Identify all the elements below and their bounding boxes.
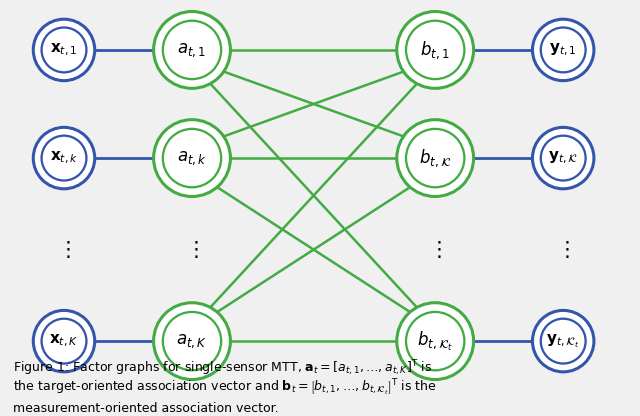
Text: $\vdots$: $\vdots$: [428, 239, 442, 260]
Text: $\mathbf{y}_{t,\mathcal{K}_t}$: $\mathbf{y}_{t,\mathcal{K}_t}$: [547, 332, 580, 350]
Text: $\mathbf{x}_{t,1}$: $\mathbf{x}_{t,1}$: [51, 42, 77, 58]
Ellipse shape: [397, 12, 474, 88]
Ellipse shape: [397, 303, 474, 379]
Text: Figure 1: Factor graphs for single-sensor MTT, $\mathbf{a}_t = \left[a_{t,1},\ld: Figure 1: Factor graphs for single-senso…: [13, 358, 432, 378]
Text: the target-oriented association vector and $\mathbf{b}_t = \left[b_{t,1},\ldots,: the target-oriented association vector a…: [13, 378, 436, 398]
Text: $a_{t,k}$: $a_{t,k}$: [177, 149, 207, 167]
Text: $\vdots$: $\vdots$: [556, 239, 570, 260]
Text: $b_{t,\mathcal{K}}$: $b_{t,\mathcal{K}}$: [419, 147, 451, 169]
Ellipse shape: [33, 19, 95, 81]
Ellipse shape: [154, 12, 230, 88]
Ellipse shape: [33, 127, 95, 189]
Text: $a_{t,K}$: $a_{t,K}$: [177, 332, 207, 350]
Ellipse shape: [397, 120, 474, 196]
Ellipse shape: [33, 310, 95, 372]
Text: $b_{t,\mathcal{K}_t}$: $b_{t,\mathcal{K}_t}$: [417, 329, 453, 353]
Text: $\vdots$: $\vdots$: [185, 239, 199, 260]
Text: $a_{t,1}$: $a_{t,1}$: [177, 41, 207, 59]
Text: measurement-oriented association vector.: measurement-oriented association vector.: [13, 401, 278, 415]
Ellipse shape: [154, 303, 230, 379]
Text: $\mathbf{x}_{t,k}$: $\mathbf{x}_{t,k}$: [50, 150, 78, 166]
Ellipse shape: [532, 19, 594, 81]
Ellipse shape: [532, 127, 594, 189]
Text: $\vdots$: $\vdots$: [57, 239, 71, 260]
Ellipse shape: [154, 120, 230, 196]
Text: $b_{t,1}$: $b_{t,1}$: [420, 39, 450, 61]
Text: $\mathbf{y}_{t,1}$: $\mathbf{y}_{t,1}$: [550, 42, 577, 58]
Text: $\mathbf{y}_{t,\mathcal{K}}$: $\mathbf{y}_{t,\mathcal{K}}$: [548, 150, 578, 166]
Text: $\mathbf{x}_{t,K}$: $\mathbf{x}_{t,K}$: [49, 333, 79, 349]
Ellipse shape: [532, 310, 594, 372]
